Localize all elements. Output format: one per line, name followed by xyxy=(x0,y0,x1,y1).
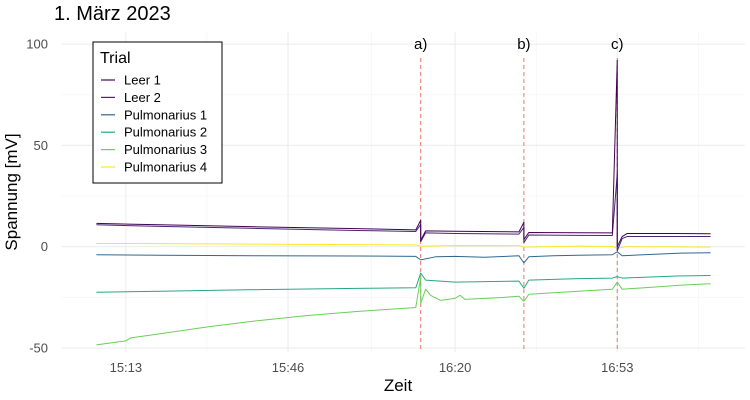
x-axis-ticks: 15:13 15:46 16:20 16:53 xyxy=(110,360,634,375)
legend-title: Trial xyxy=(100,50,131,67)
series-line xyxy=(96,173,711,252)
y-tick-label: 100 xyxy=(26,37,48,52)
annotation-label: b) xyxy=(517,36,530,53)
legend-label: Pulmonarius 4 xyxy=(124,160,207,175)
series-lines xyxy=(96,59,711,346)
x-tick-label: 15:46 xyxy=(272,360,305,375)
y-tick-label: 0 xyxy=(41,239,48,254)
legend-label: Pulmonarius 1 xyxy=(124,107,207,122)
legend-label: Pulmonarius 3 xyxy=(124,142,207,157)
series-line xyxy=(96,59,711,248)
x-axis-label: Zeit xyxy=(384,376,413,395)
y-axis-ticks: -50 0 50 100 xyxy=(26,37,48,356)
y-tick-label: 50 xyxy=(34,138,48,153)
x-tick-label: 16:20 xyxy=(439,360,472,375)
annotation-label: c) xyxy=(611,36,624,53)
legend-label: Leer 1 xyxy=(124,73,161,88)
legend-label: Pulmonarius 2 xyxy=(124,125,207,140)
annotations: a) b) c) xyxy=(414,36,623,352)
legend-label: Leer 2 xyxy=(124,90,161,105)
x-tick-label: 15:13 xyxy=(110,360,143,375)
series-line xyxy=(96,276,711,346)
y-tick-label: -50 xyxy=(29,340,48,355)
annotation-label: a) xyxy=(414,36,427,53)
y-axis-label: Spannung [mV] xyxy=(2,133,21,250)
legend-items: Leer 1 Leer 2 Pulmonarius 1 Pulmonarius 2 Pu… xyxy=(101,73,207,175)
legend-box xyxy=(92,41,223,184)
x-tick-label: 16:53 xyxy=(601,360,634,375)
series-line xyxy=(96,272,711,293)
series-line xyxy=(96,242,711,249)
chart-title: 1. März 2023 xyxy=(54,3,171,25)
series-line xyxy=(96,251,711,264)
legend: Trial Leer 1 Leer 2 Pulmonarius 1 Pulmonari… xyxy=(92,41,223,184)
